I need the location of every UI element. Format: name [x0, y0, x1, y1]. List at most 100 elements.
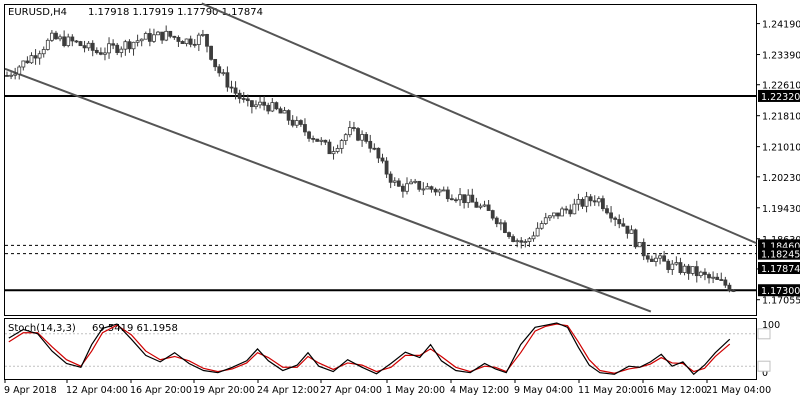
- candle-body: [347, 127, 352, 136]
- candle-body: [21, 60, 26, 68]
- candle-body: [560, 208, 564, 217]
- candle-body: [352, 127, 356, 129]
- candles: [5, 25, 736, 293]
- candle-body: [658, 255, 662, 259]
- candle-body: [364, 134, 369, 142]
- candle-body: [356, 128, 360, 141]
- candle-body: [629, 229, 634, 234]
- candle-body: [727, 284, 732, 291]
- price-tick-label: 1.21010: [762, 143, 800, 154]
- candle-body: [221, 72, 226, 75]
- candle-body: [127, 41, 132, 50]
- indicator-scale-label: 0: [762, 368, 768, 379]
- main-plot-frame: [4, 4, 757, 316]
- candle-body: [609, 212, 613, 219]
- candle-body: [633, 229, 638, 248]
- candle-body: [425, 186, 430, 190]
- time-tick-label: 16 Apr 20:00: [130, 385, 192, 396]
- candle-body: [580, 199, 585, 207]
- time-tick-label: 19 Apr 20:00: [193, 385, 255, 396]
- time-tick-label: 12 Apr 04:00: [66, 385, 128, 396]
- candle-body: [135, 40, 140, 43]
- candle-body: [396, 180, 401, 187]
- candle-body: [649, 258, 654, 262]
- price-tick-label: 1.21810: [762, 112, 800, 123]
- candle-body: [201, 34, 205, 36]
- candle-body: [94, 49, 99, 54]
- candle-body: [58, 36, 62, 40]
- candle-body: [54, 32, 58, 40]
- candle-body: [335, 148, 340, 152]
- candle-body: [254, 104, 258, 108]
- candle-body: [90, 42, 95, 51]
- indicator-level-marker: [757, 360, 771, 372]
- candle-body: [184, 38, 189, 45]
- candle-body: [601, 198, 605, 210]
- candle-body: [682, 265, 687, 273]
- candle-body: [470, 194, 475, 203]
- candle-body: [388, 173, 393, 183]
- time-tick-label: 4 May 12:00: [450, 385, 509, 396]
- time-tick-label: 9 Apr 2018: [4, 385, 57, 396]
- candle-body: [637, 241, 642, 248]
- candle-body: [139, 38, 144, 42]
- candle-body: [229, 86, 234, 89]
- candle-body: [515, 240, 520, 243]
- price-tick-label: 1.17055: [762, 296, 800, 307]
- candle-body: [107, 43, 111, 54]
- candle-body: [123, 41, 128, 50]
- candle-body: [270, 102, 275, 112]
- candle-body: [494, 217, 499, 225]
- candle-body: [172, 35, 177, 38]
- candle-body: [503, 222, 507, 233]
- candle-body: [707, 274, 711, 279]
- candle-body: [307, 131, 311, 139]
- candle-body: [209, 45, 213, 60]
- candle-body: [62, 36, 67, 47]
- candle-body: [237, 92, 242, 99]
- candle-body: [147, 33, 152, 42]
- candle-body: [70, 36, 75, 42]
- candle-body: [303, 124, 307, 133]
- stochastic-indicator: 100 0: [5, 320, 780, 379]
- current-price-box: [758, 262, 800, 275]
- level-price-label: 1.22320: [761, 92, 800, 103]
- trend-channel: [4, 2, 757, 313]
- candle-body: [588, 196, 593, 202]
- candle-body: [290, 119, 295, 126]
- candle-body: [441, 189, 446, 192]
- candle-body: [482, 204, 487, 207]
- candle-body: [205, 34, 209, 47]
- candle-body: [421, 188, 426, 191]
- candle-body: [241, 98, 246, 100]
- candle-body: [33, 55, 38, 59]
- candle-body: [376, 147, 381, 159]
- stoch-signal-line: [8, 323, 731, 374]
- indicator-values: 69.5419 61.1958: [92, 323, 178, 334]
- candle-body: [86, 42, 91, 49]
- candle-body: [9, 74, 13, 77]
- candle-body: [621, 223, 626, 227]
- candle-body: [449, 198, 454, 201]
- candle-body: [311, 137, 316, 140]
- candle-body: [613, 217, 618, 220]
- candle-body: [576, 199, 581, 205]
- candle-body: [498, 222, 503, 225]
- candle-body: [66, 36, 71, 47]
- candle-body: [17, 66, 22, 75]
- candle-body: [111, 43, 116, 46]
- candle-body: [45, 39, 50, 50]
- candle-body: [262, 101, 267, 106]
- candle-body: [13, 73, 18, 76]
- candle-body: [282, 110, 287, 114]
- candle-body: [584, 196, 589, 207]
- price-tick-label: 1.19430: [762, 204, 800, 215]
- candle-body: [319, 139, 324, 142]
- candle-body: [115, 44, 120, 53]
- time-tick-label: 27 Apr 04:00: [320, 385, 382, 396]
- level-price-box: [758, 284, 800, 297]
- candle-body: [596, 198, 601, 203]
- current-price-label: 1.17874: [761, 264, 800, 275]
